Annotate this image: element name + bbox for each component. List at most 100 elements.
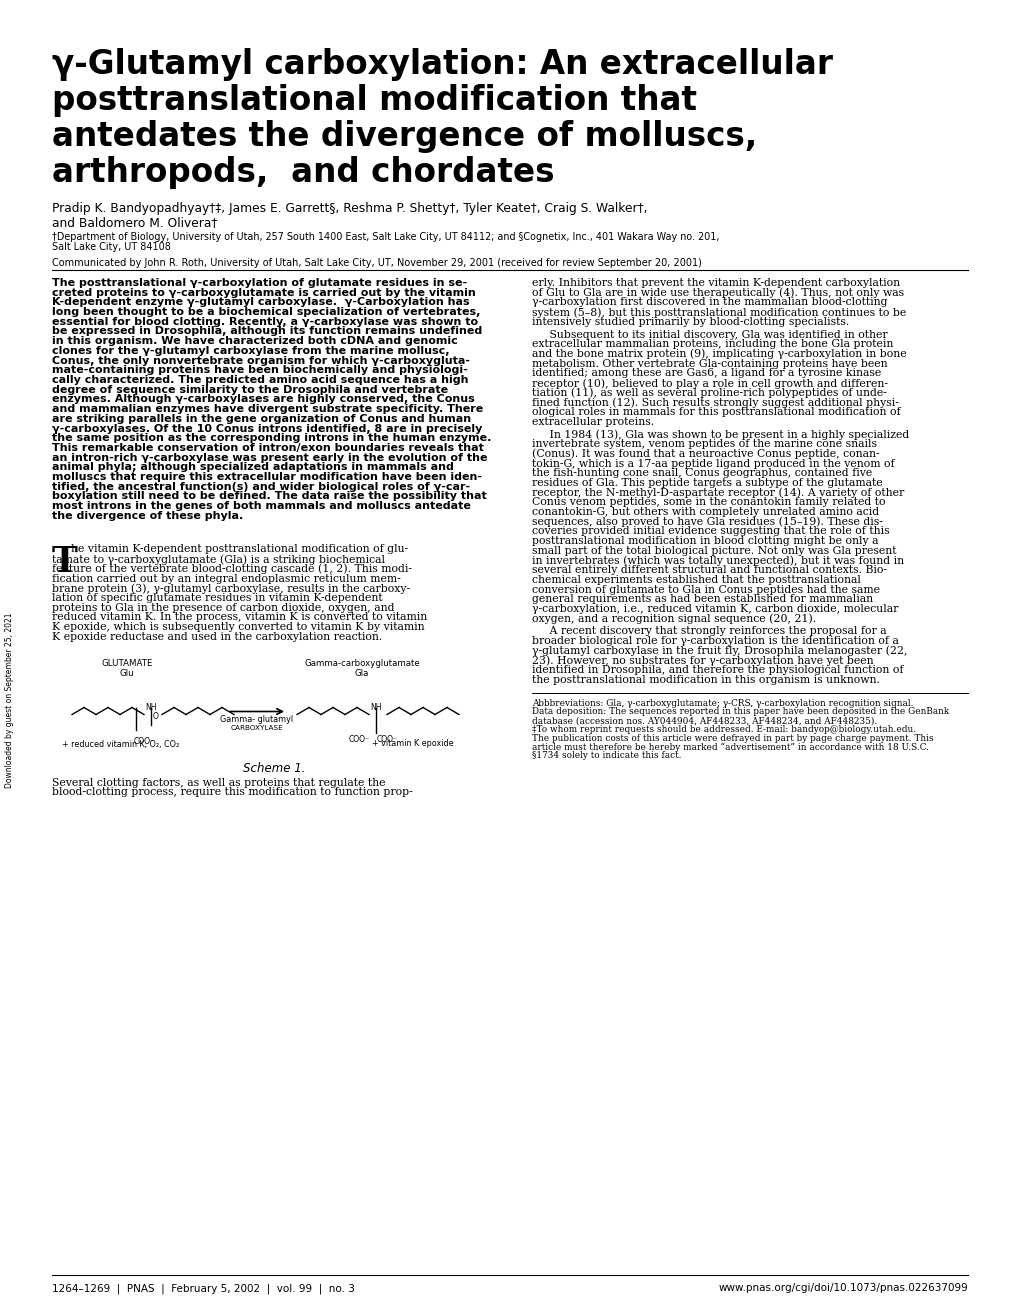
Text: The posttranslational γ-carboxylation of glutamate residues in se-: The posttranslational γ-carboxylation of…: [52, 278, 467, 288]
Text: fication carried out by an integral endoplasmic reticulum mem-: fication carried out by an integral endo…: [52, 574, 400, 584]
Text: COO⁻: COO⁻: [348, 735, 370, 744]
Text: he vitamin K-dependent posttranslational modification of glu-: he vitamin K-dependent posttranslational…: [71, 544, 408, 554]
Text: the divergence of these phyla.: the divergence of these phyla.: [52, 511, 243, 520]
Text: This remarkable conservation of intron/exon boundaries reveals that: This remarkable conservation of intron/e…: [52, 443, 483, 453]
Text: ological roles in mammals for this posttranslational modification of: ological roles in mammals for this postt…: [532, 408, 900, 417]
Text: small part of the total biological picture. Not only was Gla present: small part of the total biological pictu…: [532, 546, 896, 556]
Text: clones for the γ-glutamyl carboxylase from the marine mollusc,: clones for the γ-glutamyl carboxylase fr…: [52, 345, 449, 356]
Text: molluscs that require this extracellular modification have been iden-: molluscs that require this extracellular…: [52, 472, 482, 482]
Text: Gamma-carboxyglutamate: Gamma-carboxyglutamate: [304, 659, 420, 668]
Text: identified; among these are Gas6, a ligand for a tyrosine kinase: identified; among these are Gas6, a liga…: [532, 369, 880, 378]
Text: COO⁻: COO⁻: [133, 736, 155, 745]
Text: posttranslational modification in blood clotting might be only a: posttranslational modification in blood …: [532, 536, 877, 546]
Text: boxylation still need to be defined. The data raise the possibility that: boxylation still need to be defined. The…: [52, 492, 486, 501]
Text: in invertebrates (which was totally unexpected), but it was found in: in invertebrates (which was totally unex…: [532, 556, 903, 566]
Text: an intron-rich γ-carboxylase was present early in the evolution of the: an intron-rich γ-carboxylase was present…: [52, 453, 487, 462]
Text: tified, the ancestral function(s) and wider biological roles of γ-car-: tified, the ancestral function(s) and wi…: [52, 482, 470, 492]
Text: Subsequent to its initial discovery, Gla was identified in other: Subsequent to its initial discovery, Gla…: [532, 330, 887, 340]
Text: O: O: [153, 713, 159, 720]
Text: long been thought to be a biochemical specialization of vertebrates,: long been thought to be a biochemical sp…: [52, 308, 480, 317]
Text: Data deposition: The sequences reported in this paper have been deposited in the: Data deposition: The sequences reported …: [532, 707, 949, 716]
Text: §1734 solely to indicate this fact.: §1734 solely to indicate this fact.: [532, 752, 681, 761]
Text: proteins to Gla in the presence of carbon dioxide, oxygen, and: proteins to Gla in the presence of carbo…: [52, 602, 394, 613]
Text: blood-clotting process, require this modification to function prop-: blood-clotting process, require this mod…: [52, 787, 413, 797]
Text: feature of the vertebrate blood-clotting cascade (1, 2). This modi-: feature of the vertebrate blood-clotting…: [52, 563, 412, 575]
Text: K epoxide reductase and used in the carboxylation reaction.: K epoxide reductase and used in the carb…: [52, 632, 382, 641]
Text: be expressed in Drosophila, although its function remains undefined: be expressed in Drosophila, although its…: [52, 327, 482, 336]
Text: NH: NH: [145, 702, 156, 711]
Text: antedates the divergence of molluscs,: antedates the divergence of molluscs,: [52, 119, 756, 153]
Text: γ-glutamyl carboxylase in the fruit fly, Drosophila melanogaster (22,: γ-glutamyl carboxylase in the fruit fly,…: [532, 646, 907, 657]
Text: conantokin-G, but others with completely unrelated amino acid: conantokin-G, but others with completely…: [532, 508, 878, 517]
Text: γ-carboxylation, i.e., reduced vitamin K, carbon dioxide, molecular: γ-carboxylation, i.e., reduced vitamin K…: [532, 604, 898, 614]
Text: ‡To whom reprint requests should be addressed. E-mail: bandyop@biology.utah.edu.: ‡To whom reprint requests should be addr…: [532, 726, 915, 735]
Text: system (5–8), but this posttranslational modification continues to be: system (5–8), but this posttranslational…: [532, 308, 905, 318]
Text: Gamma- glutamyl: Gamma- glutamyl: [220, 715, 293, 724]
Text: essential for blood clotting. Recently, a γ-carboxylase was shown to: essential for blood clotting. Recently, …: [52, 317, 478, 327]
Text: coveries provided initial evidence suggesting that the role of this: coveries provided initial evidence sugge…: [532, 527, 889, 536]
Text: receptor (10), believed to play a role in cell growth and differen-: receptor (10), believed to play a role i…: [532, 378, 888, 388]
Text: Downloaded by guest on September 25, 2021: Downloaded by guest on September 25, 202…: [5, 613, 14, 788]
Text: cally characterized. The predicted amino acid sequence has a high: cally characterized. The predicted amino…: [52, 375, 468, 386]
Text: Salt Lake City, UT 84108: Salt Lake City, UT 84108: [52, 241, 171, 252]
Text: arthropods,  and chordates: arthropods, and chordates: [52, 156, 554, 190]
Text: and mammalian enzymes have divergent substrate specificity. There: and mammalian enzymes have divergent sub…: [52, 404, 483, 414]
Text: in this organism. We have characterized both cDNA and genomic: in this organism. We have characterized …: [52, 336, 458, 347]
Text: identified in Drosophila, and therefore the physiological function of: identified in Drosophila, and therefore …: [532, 666, 903, 675]
Text: tokin-G, which is a 17-aa peptide ligand produced in the venom of: tokin-G, which is a 17-aa peptide ligand…: [532, 458, 894, 469]
Text: K-dependent enzyme γ-glutamyl carboxylase.  γ-Carboxylation has: K-dependent enzyme γ-glutamyl carboxylas…: [52, 297, 469, 308]
Text: T: T: [52, 544, 77, 579]
Text: of Glu to Gla are in wide use therapeutically (4). Thus, not only was: of Glu to Gla are in wide use therapeuti…: [532, 288, 903, 299]
Text: GLUTAMATE: GLUTAMATE: [101, 659, 153, 668]
Text: reduced vitamin K. In the process, vitamin K is converted to vitamin: reduced vitamin K. In the process, vitam…: [52, 613, 427, 623]
Text: Scheme 1.: Scheme 1.: [243, 762, 305, 775]
Text: Pradip K. Bandyopadhyay†‡, James E. Garrett§, Reshma P. Shetty†, Tyler Keate†, C: Pradip K. Bandyopadhyay†‡, James E. Garr…: [52, 202, 647, 215]
Text: †Department of Biology, University of Utah, 257 South 1400 East, Salt Lake City,: †Department of Biology, University of Ut…: [52, 232, 718, 241]
Text: conversion of glutamate to Gla in Conus peptides had the same: conversion of glutamate to Gla in Conus …: [532, 584, 879, 594]
Text: γ-carboxylases. Of the 10 Conus introns identified, 8 are in precisely: γ-carboxylases. Of the 10 Conus introns …: [52, 423, 482, 434]
Text: extracellular mammalian proteins, including the bone Gla protein: extracellular mammalian proteins, includ…: [532, 339, 893, 349]
Text: general requirements as had been established for mammalian: general requirements as had been establi…: [532, 594, 872, 605]
Text: extracellular proteins.: extracellular proteins.: [532, 417, 653, 427]
Text: In 1984 (13), Gla was shown to be present in a highly specialized: In 1984 (13), Gla was shown to be presen…: [532, 430, 908, 440]
Text: A recent discovery that strongly reinforces the proposal for a: A recent discovery that strongly reinfor…: [532, 627, 886, 636]
Text: erly. Inhibitors that prevent the vitamin K-dependent carboxylation: erly. Inhibitors that prevent the vitami…: [532, 278, 899, 288]
Text: Conus venom peptides, some in the conantokin family related to: Conus venom peptides, some in the conant…: [532, 497, 884, 508]
Text: Glu: Glu: [119, 668, 135, 678]
Text: database (accession nos. AY044904, AF448233, AF448234, and AF448235).: database (accession nos. AY044904, AF448…: [532, 716, 876, 726]
Text: γ-carboxylation first discovered in the mammalian blood-clotting: γ-carboxylation first discovered in the …: [532, 297, 887, 308]
Text: degree of sequence similarity to the Drosophila and vertebrate: degree of sequence similarity to the Dro…: [52, 384, 447, 395]
Text: enzymes. Although γ-carboxylases are highly conserved, the Conus: enzymes. Although γ-carboxylases are hig…: [52, 395, 474, 405]
Text: www.pnas.org/cgi/doi/10.1073/pnas.022637099: www.pnas.org/cgi/doi/10.1073/pnas.022637…: [717, 1282, 967, 1293]
Text: Several clotting factors, as well as proteins that regulate the: Several clotting factors, as well as pro…: [52, 778, 385, 788]
Text: tiation (11), as well as several proline-rich polypeptides of unde-: tiation (11), as well as several proline…: [532, 388, 886, 398]
Text: brane protein (3), γ-glutamyl carboxylase, results in the carboxy-: brane protein (3), γ-glutamyl carboxylas…: [52, 583, 410, 594]
Text: fined function (12). Such results strongly suggest additional physi-: fined function (12). Such results strong…: [532, 397, 898, 408]
Text: Gla: Gla: [355, 668, 369, 678]
Text: CARBOXYLASE: CARBOXYLASE: [230, 724, 283, 731]
Text: chemical experiments established that the posttranslational: chemical experiments established that th…: [532, 575, 860, 585]
Text: 23). However, no substrates for γ-carboxylation have yet been: 23). However, no substrates for γ-carbox…: [532, 655, 872, 666]
Text: (Conus). It was found that a neuroactive Conus peptide, conan-: (Conus). It was found that a neuroactive…: [532, 449, 878, 459]
Text: lation of specific glutamate residues in vitamin K-dependent: lation of specific glutamate residues in…: [52, 593, 382, 604]
Text: γ-Glutamyl carboxylation: An extracellular: γ-Glutamyl carboxylation: An extracellul…: [52, 48, 833, 80]
Text: metabolism. Other vertebrate Gla-containing proteins have been: metabolism. Other vertebrate Gla-contain…: [532, 358, 887, 369]
Text: the same position as the corresponding introns in the human enzyme.: the same position as the corresponding i…: [52, 434, 491, 443]
Text: mate-containing proteins have been biochemically and physiologi-: mate-containing proteins have been bioch…: [52, 365, 468, 375]
Text: intensively studied primarily by blood-clotting specialists.: intensively studied primarily by blood-c…: [532, 317, 849, 327]
Text: tamate to γ-carboxyglutamate (Gla) is a striking biochemical: tamate to γ-carboxyglutamate (Gla) is a …: [52, 554, 384, 565]
Text: article must therefore be hereby marked “advertisement” in accordance with 18 U.: article must therefore be hereby marked …: [532, 742, 928, 752]
Text: several entirely different structural and functional contexts. Bio-: several entirely different structural an…: [532, 566, 887, 575]
Text: creted proteins to γ-carboxyglutamate is carried out by the vitamin: creted proteins to γ-carboxyglutamate is…: [52, 288, 475, 297]
Text: and the bone matrix protein (9), implicating γ-carboxylation in bone: and the bone matrix protein (9), implica…: [532, 349, 906, 360]
Text: COO⁻: COO⁻: [377, 735, 397, 744]
Text: most introns in the genes of both mammals and molluscs antedate: most introns in the genes of both mammal…: [52, 501, 471, 511]
Text: animal phyla; although specialized adaptations in mammals and: animal phyla; although specialized adapt…: [52, 462, 453, 472]
Text: Communicated by John R. Roth, University of Utah, Salt Lake City, UT, November 2: Communicated by John R. Roth, University…: [52, 258, 701, 267]
Text: are striking parallels in the gene organization of Conus and human: are striking parallels in the gene organ…: [52, 414, 471, 424]
Text: Conus, the only nonvertebrate organism for which γ-carboxygluta-: Conus, the only nonvertebrate organism f…: [52, 356, 470, 366]
Text: sequences, also proved to have Gla residues (15–19). These dis-: sequences, also proved to have Gla resid…: [532, 517, 882, 527]
Text: the fish-hunting cone snail, Conus geographus, contained five: the fish-hunting cone snail, Conus geogr…: [532, 469, 871, 478]
Text: K epoxide, which is subsequently converted to vitamin K by vitamin: K epoxide, which is subsequently convert…: [52, 622, 424, 632]
Text: NH: NH: [370, 702, 381, 711]
